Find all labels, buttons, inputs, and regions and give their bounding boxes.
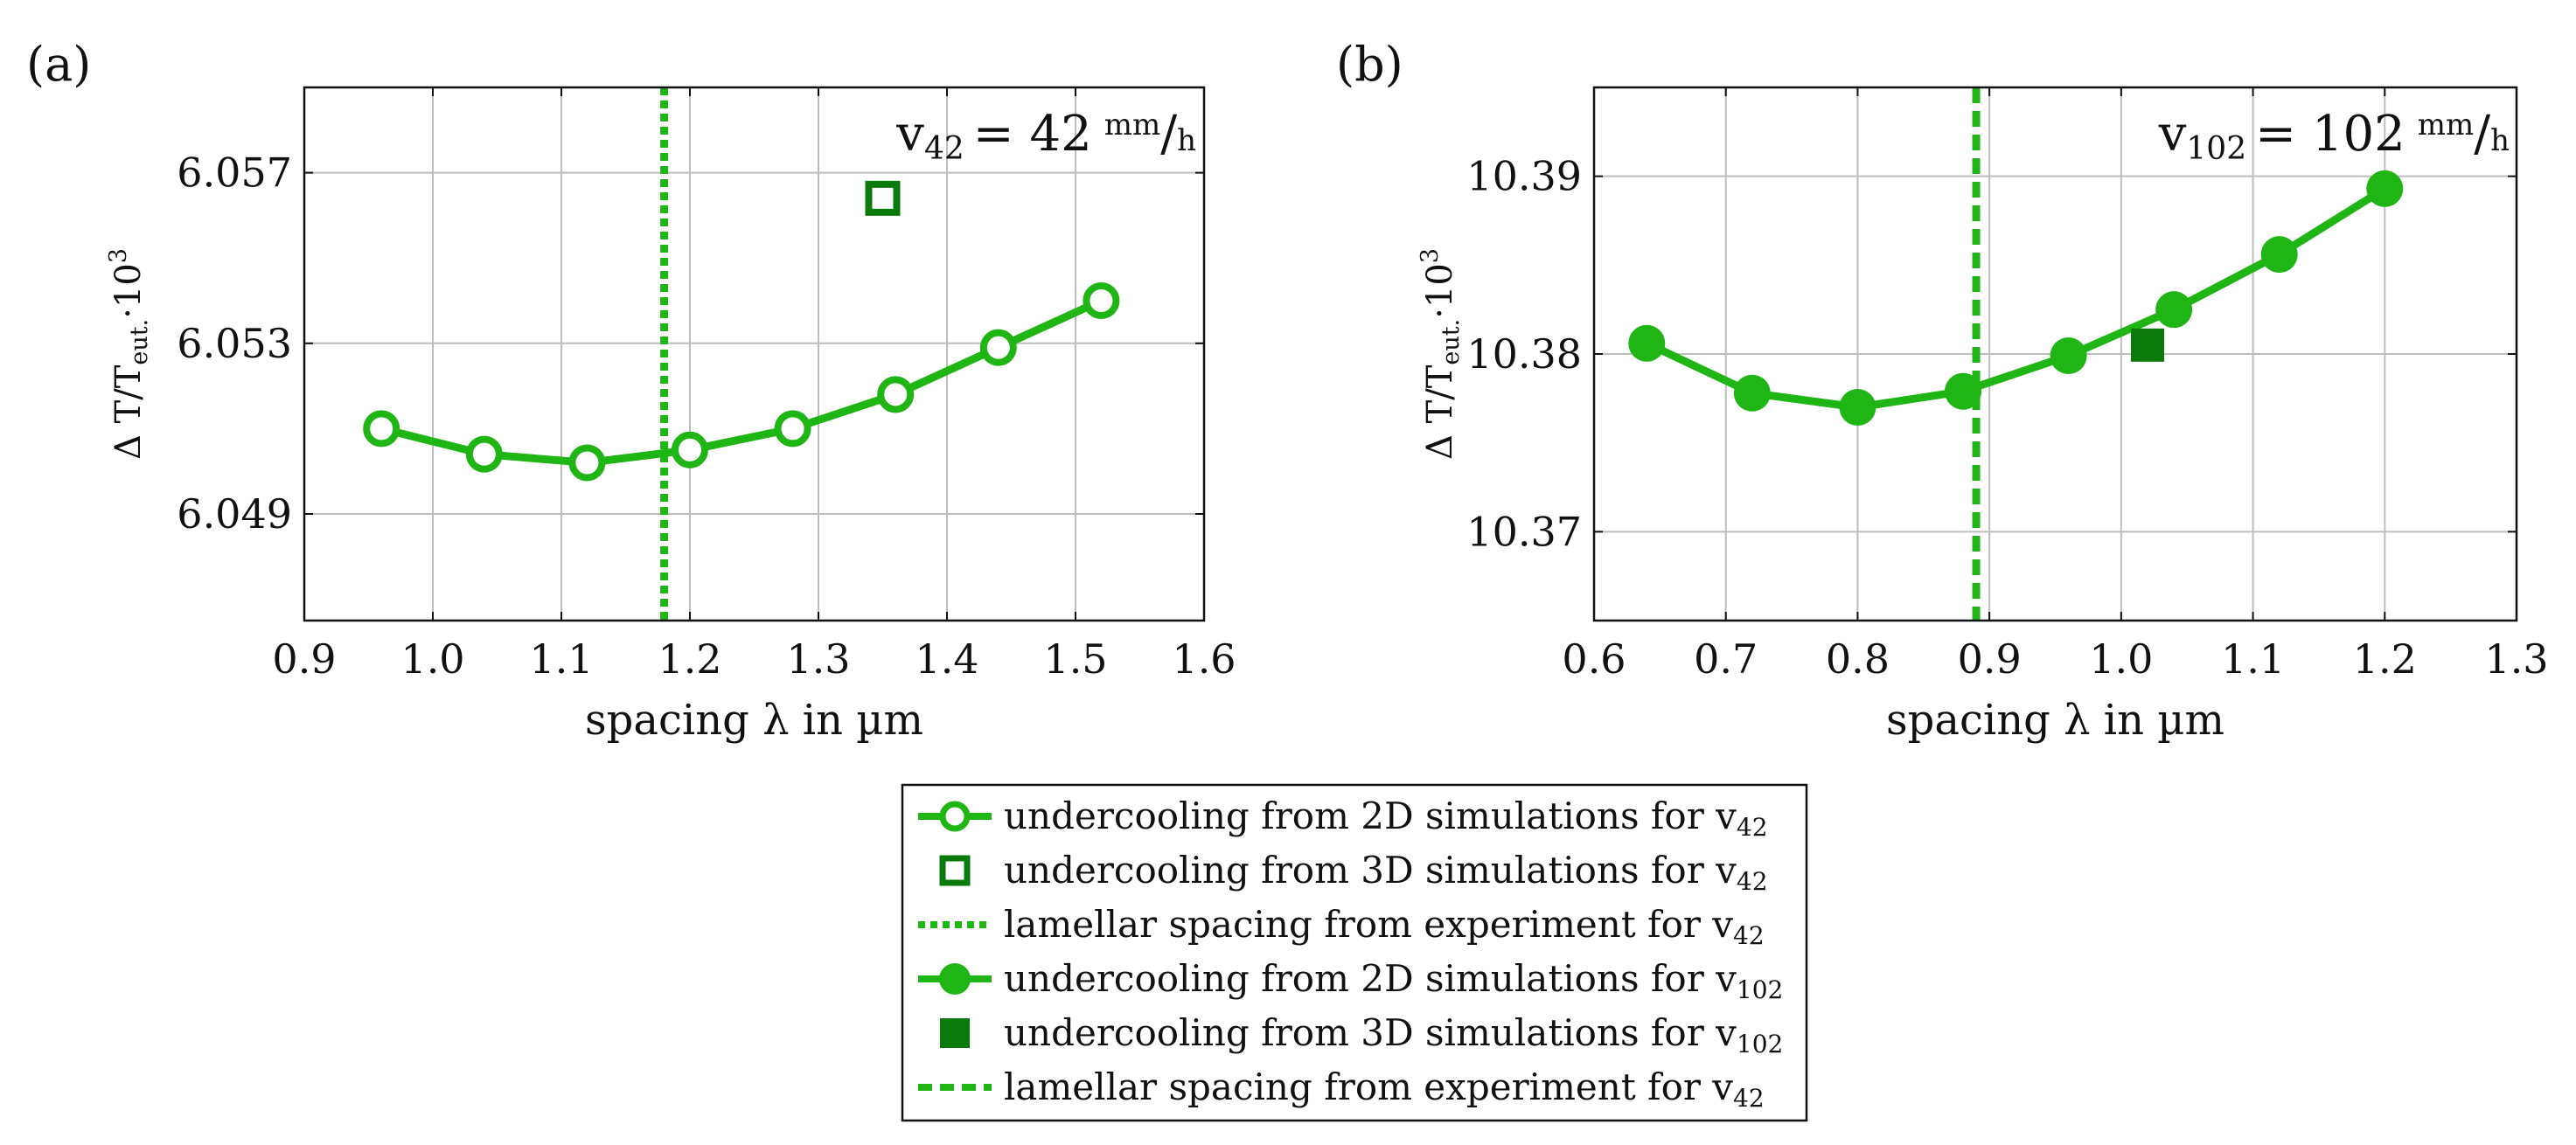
legend-entry: undercooling from 2D simulations for v42: [918, 795, 1768, 842]
panel-a-y-label: Δ T/Teut.·103: [105, 248, 153, 460]
panel-b-x-label: spacing λ in µm: [1886, 696, 2224, 745]
panel-a-y-tick-label: 6.049: [177, 490, 292, 538]
panel-b-grid: [1594, 87, 2517, 621]
panel-b-y-tick-label: 10.38: [1466, 330, 1582, 378]
panel-a-x-tick-label: 1.2: [658, 635, 721, 683]
panel-b-y-ticks: 10.37 10.38 10.39: [1466, 153, 2517, 555]
panel-a-x-tick-label: 1.0: [400, 635, 464, 683]
panel-b-3d-point: [2131, 328, 2164, 362]
legend-items: undercooling from 2D simulations for v42…: [918, 795, 1783, 1113]
legend-open-square-marker: [939, 855, 971, 886]
legend-label: undercooling from 2D simulations for v42: [1004, 795, 1768, 842]
panel-b-2d-point: [2366, 170, 2404, 207]
panel-b-2d-point: [1628, 324, 1666, 362]
panel-b-plot: [1628, 87, 2404, 621]
panel-a-2d-point: [1083, 282, 1120, 319]
panel-b-2d-point: [1839, 389, 1876, 426]
legend-label: lamellar spacing from experiment for v42: [1004, 903, 1765, 950]
legend-entry: undercooling from 3D simulations for v42: [939, 849, 1768, 896]
panel-a-x-tick-label: 1.6: [1172, 635, 1236, 683]
panel-b-x-tick-label: 1.2: [2353, 635, 2417, 683]
legend-filled-circle-marker: [939, 963, 971, 995]
panel-a-2d-point: [877, 376, 915, 413]
panel-a-plot: [363, 87, 1120, 621]
panel-a-y-tick-label: 6.057: [177, 149, 292, 197]
panel-b-y-tick-label: 10.39: [1466, 153, 1582, 200]
panel-b-x-tick-label: 1.1: [2221, 635, 2285, 683]
panel-a-y-tick-label: 6.053: [177, 320, 292, 367]
panel-a-3d-point: [865, 180, 901, 216]
legend-entry: lamellar spacing from experiment for v42: [918, 903, 1765, 950]
panel-b-x-tick-label: 1.0: [2089, 635, 2153, 683]
legend-filled-square-marker: [940, 1018, 970, 1048]
panel-a-x-tick-label: 1.1: [529, 635, 593, 683]
panel-b-velocity-annotation: v102 = 102 mm/h: [2158, 106, 2510, 167]
panel-b-label: (b): [1336, 37, 1403, 92]
panel-a-y-ticks: 6.049 6.053 6.057: [177, 149, 1204, 538]
panel-a-2d-point: [672, 431, 708, 468]
panel-a-2d-point: [568, 444, 606, 482]
panel-a: (a) 0.9 1.0 1.1 1.2 1.3 1.4 1.5 1.6 6.0496.0536…: [26, 37, 1236, 745]
legend-label: lamellar spacing from experiment for v42: [1004, 1065, 1765, 1113]
legend-entry: undercooling from 3D simulations for v10…: [940, 1011, 1783, 1058]
panel-a-x-tick-label: 1.5: [1043, 635, 1107, 683]
panel-a-x-ticks: 0.9 1.0 1.1 1.2 1.3 1.4 1.5 1.6: [272, 87, 1236, 683]
panel-a-2d-point: [774, 410, 811, 448]
panel-a-2d-point: [363, 410, 400, 448]
panel-b-x-tick-label: 0.9: [1958, 635, 2022, 683]
panel-a-x-label: spacing λ in µm: [585, 696, 923, 745]
panel-a-x-tick-label: 1.4: [915, 635, 978, 683]
panel-b-series-line: [1645, 185, 2387, 412]
legend-open-circle-marker: [939, 801, 971, 832]
panel-a-label: (a): [26, 37, 91, 92]
panel-a-2d-point: [979, 329, 1017, 366]
legend-label: undercooling from 2D simulations for v10…: [1004, 957, 1783, 1004]
panel-b-y-tick-label: 10.37: [1466, 508, 1582, 555]
panel-b-x-tick-label: 1.3: [2484, 635, 2548, 683]
panel-b-x-tick-label: 0.8: [1826, 635, 1890, 683]
panel-a-2d-point: [465, 435, 503, 473]
panel-b-x-ticks: 0.6 0.7 0.8 0.9 1.0 1.1 1.2 1.3: [1562, 87, 2549, 683]
legend: undercooling from 2D simulations for v42…: [901, 783, 1808, 1122]
legend-entry: undercooling from 2D simulations for v10…: [918, 957, 1783, 1004]
panel-b-x-tick-label: 0.7: [1694, 635, 1758, 683]
panel-b-2d-point: [1733, 374, 1771, 412]
panel-b-2d-point: [2155, 291, 2193, 329]
panel-b-2d-point: [1945, 372, 1981, 410]
panel-a-x-tick-label: 1.3: [786, 635, 850, 683]
legend-box: [901, 783, 1808, 1122]
panel-a-grid: [304, 87, 1204, 621]
legend-entry: lamellar spacing from experiment for v42: [918, 1065, 1765, 1113]
panel-b-2d-point: [2260, 236, 2298, 274]
legend-label: undercooling from 3D simulations for v10…: [1004, 1011, 1783, 1058]
panel-b-x-tick-label: 0.6: [1562, 635, 1626, 683]
panel-b-2d-point: [2050, 337, 2087, 375]
panel-b-y-label: Δ T/Teut.·103: [1417, 248, 1465, 460]
legend-label: undercooling from 3D simulations for v42: [1004, 849, 1768, 896]
panel-a-x-tick-label: 0.9: [272, 635, 336, 683]
panel-a-frame: [303, 86, 1206, 622]
panel-b: (b) 0.6 0.7 0.8 0.9 1.0 1.1 1.2 1.3 10.3710.381…: [1336, 37, 2549, 745]
panel-a-velocity-annotation: v42 = 42 mm/h: [895, 106, 1196, 167]
